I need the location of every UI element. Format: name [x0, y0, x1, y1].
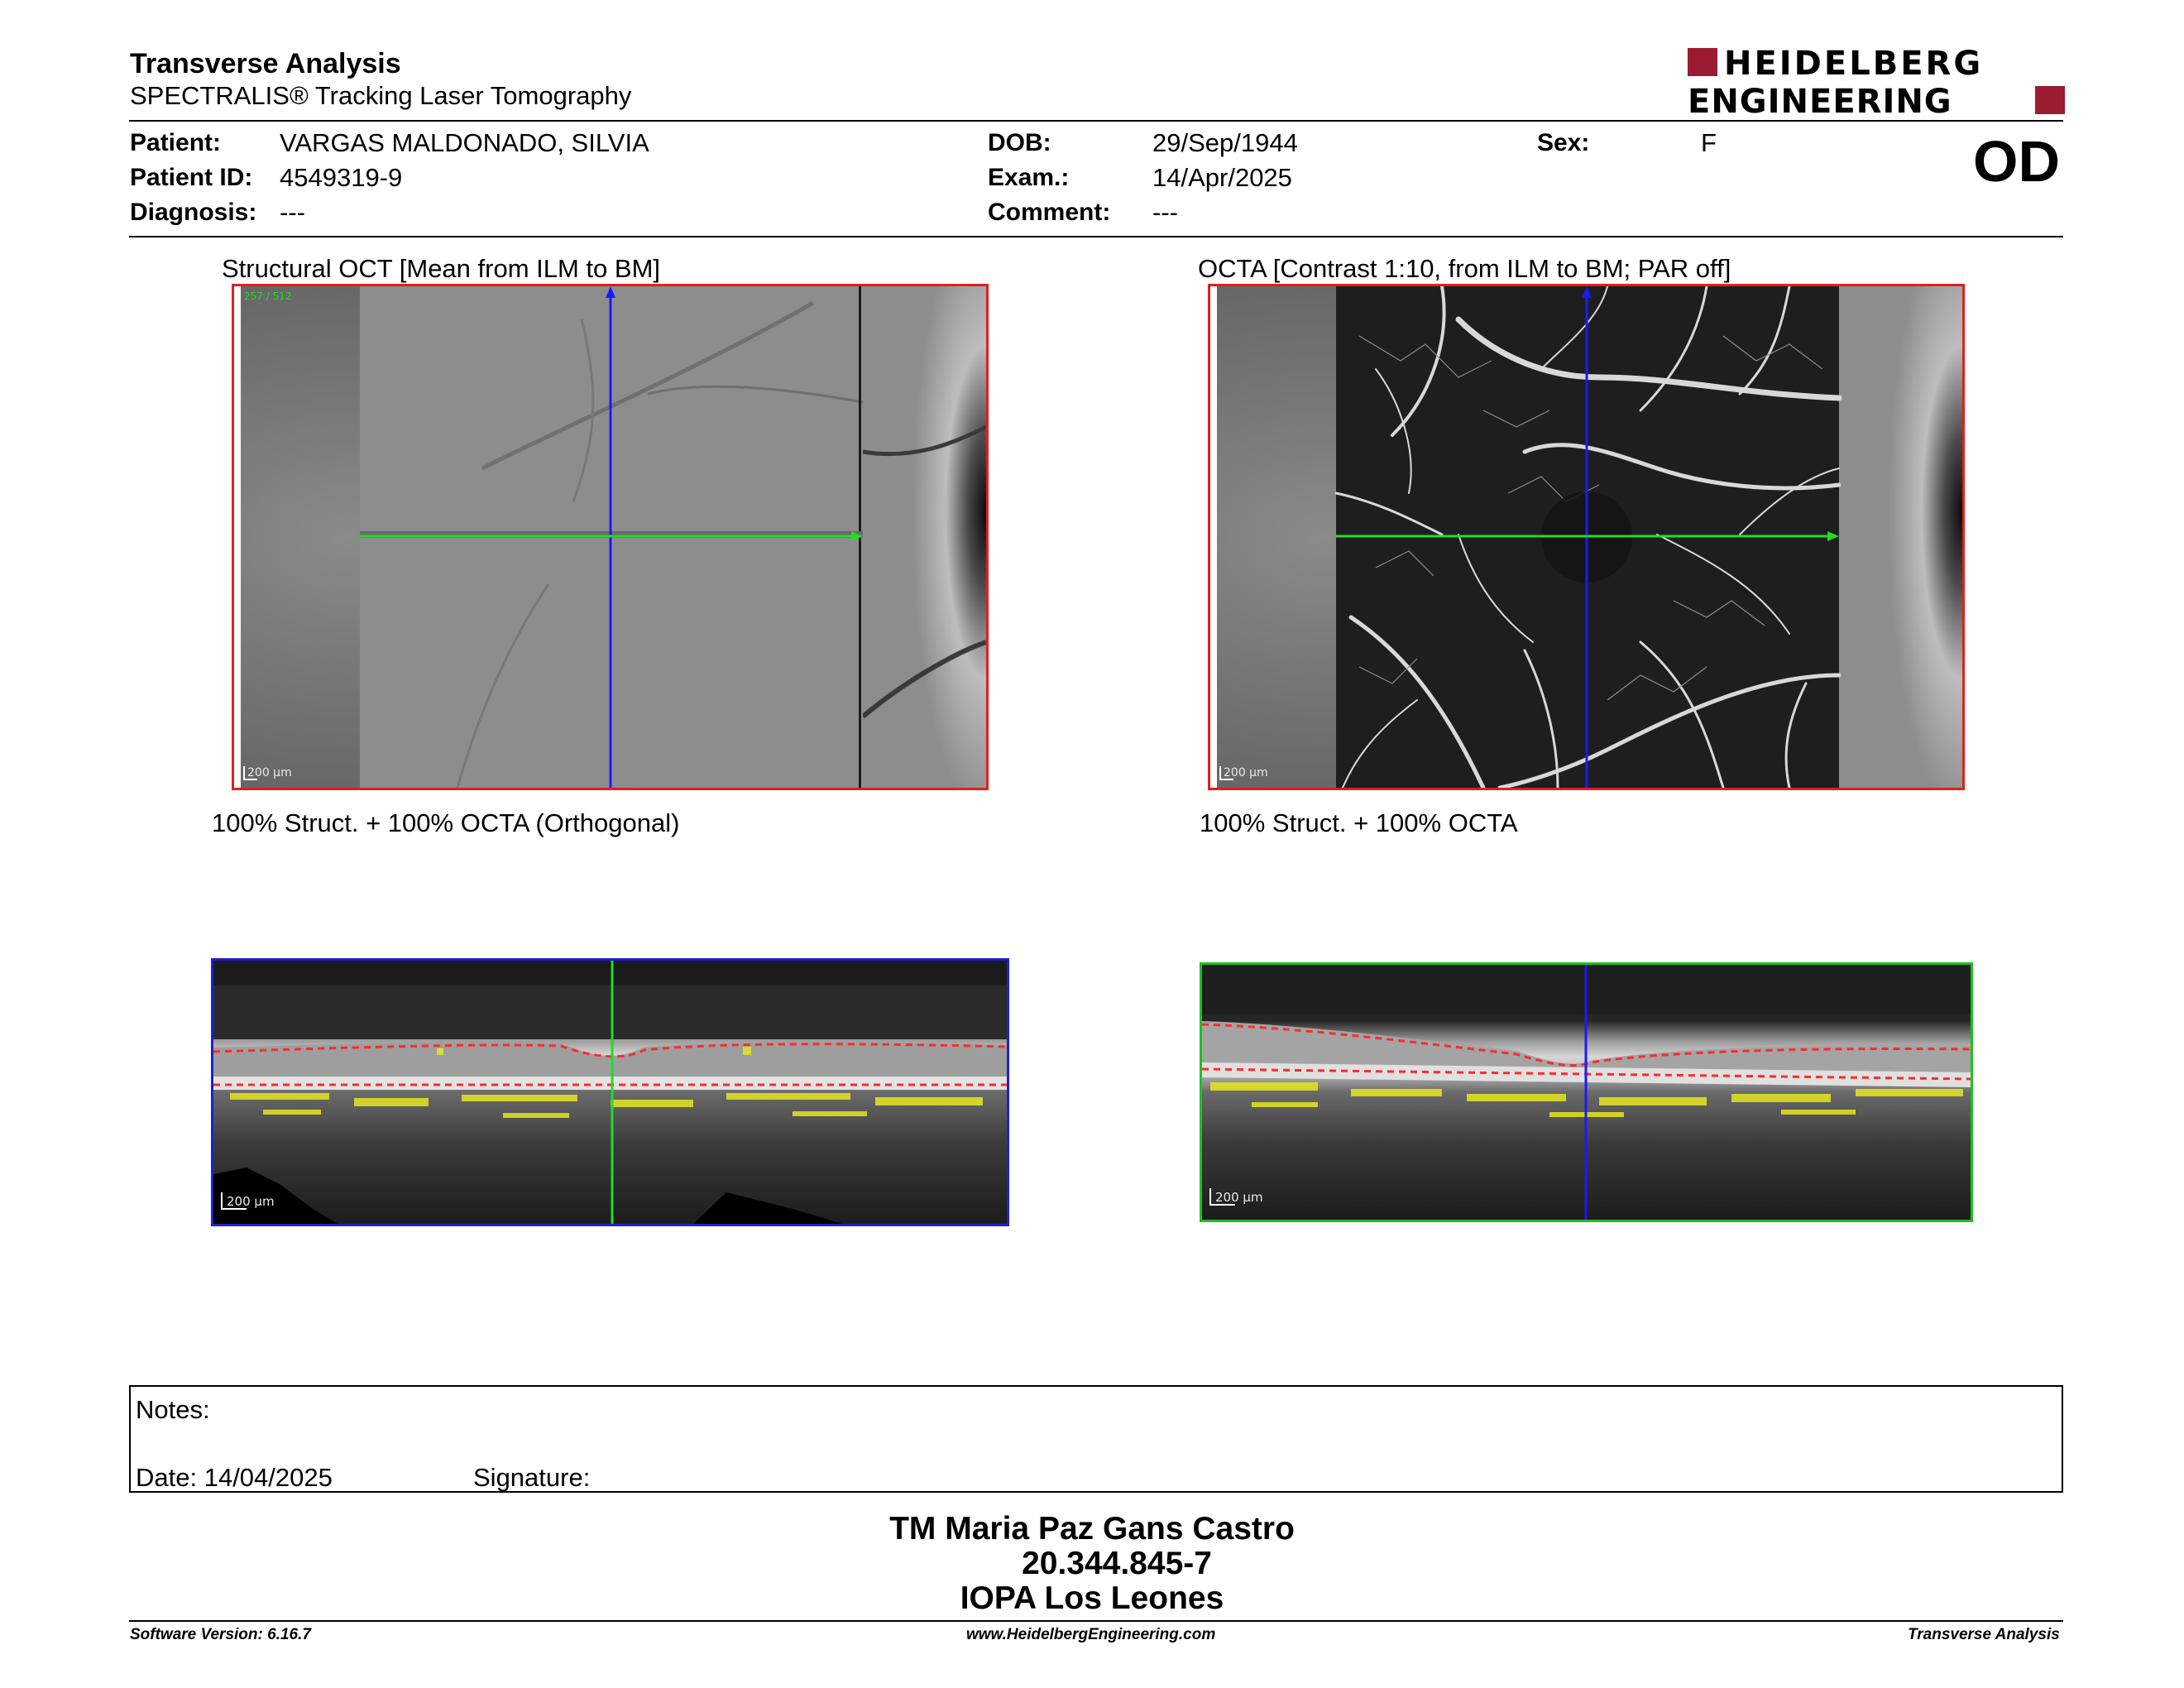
- structural-oct-caption: Structural OCT [Mean from ILM to BM]: [222, 254, 661, 283]
- notes-date: Date: 14/04/2025: [136, 1463, 333, 1492]
- horizontal-bscan-image[interactable]: 200 µm: [1200, 962, 1973, 1222]
- patient-rule: [129, 236, 2063, 237]
- header-rule: [129, 120, 2063, 122]
- report-subtitle: SPECTRALIS® Tracking Laser Tomography: [130, 81, 632, 110]
- bscan-caption: 100% Struct. + 100% OCTA: [1200, 808, 1518, 837]
- diagnosis-value: ---: [280, 198, 305, 227]
- signature-label: Signature:: [473, 1463, 591, 1492]
- notes-box[interactable]: Notes: Date: 14/04/2025 Signature:: [129, 1385, 2063, 1493]
- exam-label: Exam.:: [988, 164, 1070, 191]
- scale-bar-label: 200 µm: [1224, 766, 1268, 779]
- patient-label: Patient:: [130, 129, 222, 156]
- scale-bar-label: 200 µm: [1215, 1190, 1263, 1205]
- slice-indicator: 257 / 512: [244, 290, 291, 302]
- report-title: Transverse Analysis: [130, 48, 401, 79]
- report-type: Transverse Analysis: [1908, 1626, 2060, 1643]
- software-version: Software Version: 6.16.7: [130, 1626, 311, 1643]
- notes-label: Notes:: [136, 1395, 210, 1424]
- dob-label: DOB:: [988, 129, 1051, 156]
- comment-label: Comment:: [988, 199, 1111, 226]
- exam-value: 14/Apr/2025: [1152, 163, 1292, 192]
- signer-id: 20.344.845-7: [1022, 1546, 1212, 1581]
- dob-value: 29/Sep/1944: [1152, 128, 1298, 157]
- comment-value: ---: [1152, 198, 1178, 227]
- orthogonal-bscan-image[interactable]: 200 µm: [211, 958, 1009, 1226]
- patient-id-label: Patient ID:: [130, 164, 253, 191]
- heidelberg-logo: HEIDELBERG ENGINEERING: [1688, 45, 2065, 121]
- website-link[interactable]: www.HeidelbergEngineering.com: [966, 1626, 1216, 1643]
- brand-line-1: HEIDELBERG: [1724, 46, 1983, 83]
- orthogonal-caption: 100% Struct. + 100% OCTA (Orthogonal): [212, 808, 680, 837]
- signer-institution: IOPA Los Leones: [960, 1580, 1224, 1616]
- sex-value: F: [1701, 128, 1717, 157]
- structural-oct-image[interactable]: 257 / 512 200 µm: [232, 284, 989, 790]
- brand-line-2: ENGINEERING: [1688, 83, 1952, 117]
- footer-rule: [129, 1620, 2063, 1622]
- scale-bar-label: 200 µm: [247, 766, 292, 779]
- patient-name: VARGAS MALDONADO, SILVIA: [280, 128, 649, 157]
- octa-caption: OCTA [Contrast 1:10, from ILM to BM; PAR…: [1198, 254, 1731, 283]
- eye-indicator: OD: [1973, 129, 2060, 194]
- signer-name: TM Maria Paz Gans Castro: [889, 1511, 1295, 1547]
- diagnosis-label: Diagnosis:: [130, 199, 257, 226]
- patient-id: 4549319-9: [280, 163, 403, 192]
- sex-label: Sex:: [1537, 129, 1590, 156]
- scale-bar-label: 200 µm: [227, 1194, 275, 1209]
- octa-image[interactable]: 200 µm: [1208, 284, 1965, 790]
